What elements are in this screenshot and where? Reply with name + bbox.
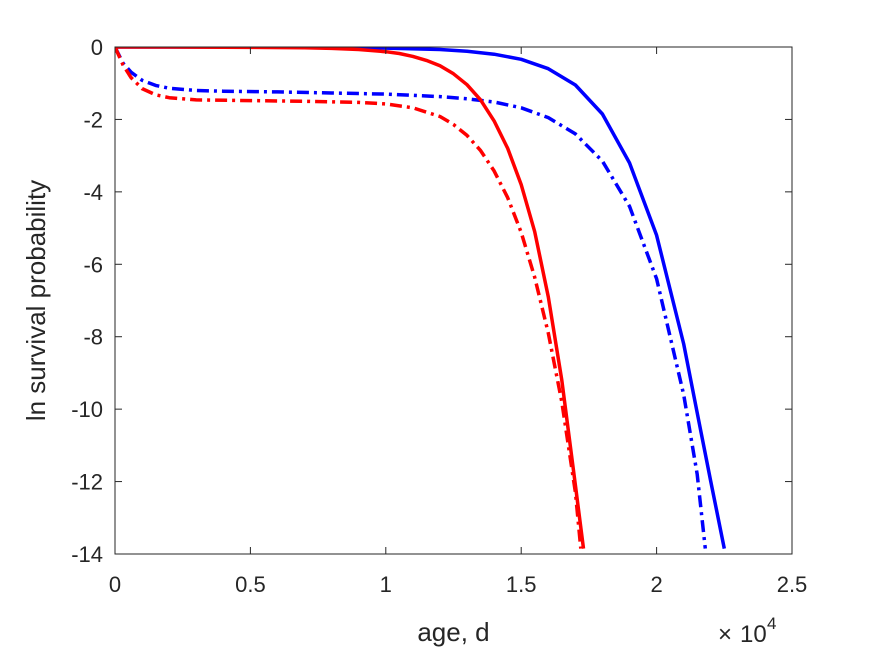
y-tick-label: -2 bbox=[83, 107, 103, 132]
y-tick-label: 0 bbox=[91, 35, 103, 60]
y-axis-label: ln survival probability bbox=[21, 180, 51, 421]
x-tick-label: 1.5 bbox=[506, 572, 537, 597]
x-tick-labels: 0 0.5 1 1.5 2 2.5 bbox=[109, 572, 807, 597]
x-axis-label: age, d bbox=[417, 617, 489, 647]
x-tick-label: 0.5 bbox=[235, 572, 266, 597]
series-line-4 bbox=[115, 47, 583, 549]
x-tick-label: 1 bbox=[380, 572, 392, 597]
x-tick-label: 2.5 bbox=[777, 572, 808, 597]
series-line-2 bbox=[115, 47, 708, 549]
x-multiplier-base: 10 bbox=[740, 621, 767, 648]
series-line-3 bbox=[115, 47, 586, 549]
y-tick-label: -4 bbox=[83, 180, 103, 205]
tick-marks bbox=[114, 46, 793, 555]
y-tick-label: -14 bbox=[71, 542, 103, 567]
y-tick-label: -6 bbox=[83, 252, 103, 277]
x-tick-label: 2 bbox=[650, 572, 662, 597]
y-tick-label: -10 bbox=[71, 397, 103, 422]
y-tick-label: -8 bbox=[83, 325, 103, 350]
plot-frame bbox=[114, 46, 793, 555]
x-tick-label: 0 bbox=[109, 572, 121, 597]
y-tick-label: -12 bbox=[71, 470, 103, 495]
x-axis-multiplier: × 10 4 bbox=[718, 614, 776, 648]
x-multiplier-times: × bbox=[718, 621, 732, 648]
y-tick-labels: 0 -2 -4 -6 -8 -10 -12 -14 bbox=[71, 35, 103, 567]
x-multiplier-exponent: 4 bbox=[767, 614, 776, 633]
